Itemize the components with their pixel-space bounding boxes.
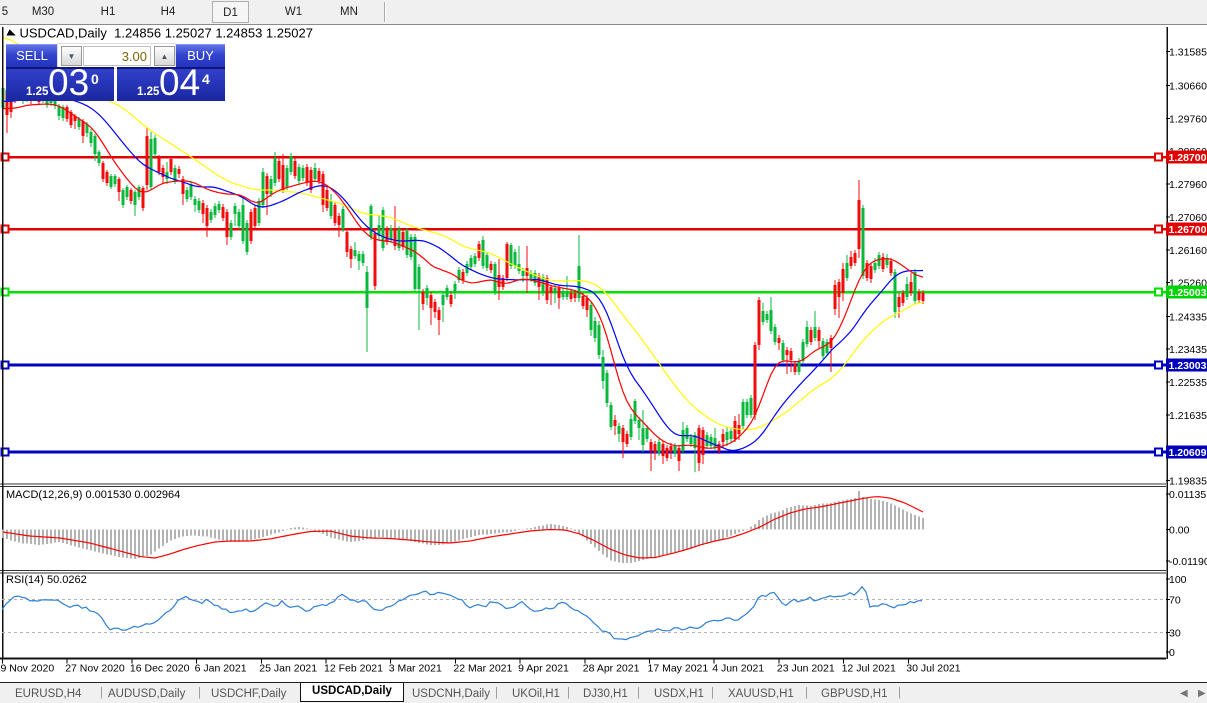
svg-text:17 May 2021: 17 May 2021 (648, 663, 709, 675)
svg-text:28 Apr 2021: 28 Apr 2021 (583, 663, 640, 675)
svg-text:MACD(12,26,9) 0.001530 0.00296: MACD(12,26,9) 0.001530 0.002964 (6, 489, 180, 501)
svg-text:70: 70 (1169, 595, 1181, 607)
svg-text:6 Jan 2021: 6 Jan 2021 (195, 663, 247, 675)
svg-text:12 Jul 2021: 12 Jul 2021 (842, 663, 896, 675)
svg-text:1.30660: 1.30660 (1169, 81, 1207, 93)
svg-text:1.22535: 1.22535 (1169, 377, 1207, 389)
svg-text:1.31585: 1.31585 (1169, 47, 1207, 59)
svg-text:1.19835: 1.19835 (1169, 476, 1207, 488)
svg-text:27 Nov 2020: 27 Nov 2020 (65, 663, 125, 675)
svg-text:30 Jul 2021: 30 Jul 2021 (906, 663, 960, 675)
svg-text:9 Nov 2020: 9 Nov 2020 (1, 663, 55, 675)
svg-text:22 Mar 2021: 22 Mar 2021 (453, 663, 512, 675)
svg-text:1.21635: 1.21635 (1169, 410, 1207, 422)
svg-text:1.24335: 1.24335 (1169, 311, 1207, 323)
svg-text:30: 30 (1169, 628, 1181, 640)
svg-text:16 Dec 2020: 16 Dec 2020 (130, 663, 190, 675)
svg-text:3 Mar 2021: 3 Mar 2021 (389, 663, 442, 675)
svg-text:1.26700: 1.26700 (1169, 224, 1207, 236)
svg-text:0: 0 (1169, 647, 1175, 659)
svg-text:RSI(14) 50.0262: RSI(14) 50.0262 (6, 574, 87, 586)
svg-text:25 Jan 2021: 25 Jan 2021 (259, 663, 317, 675)
svg-text:1.23003: 1.23003 (1169, 360, 1207, 372)
svg-text:0.00: 0.00 (1169, 525, 1190, 537)
svg-text:1.25003: 1.25003 (1169, 287, 1207, 299)
svg-text:1.26160: 1.26160 (1169, 245, 1207, 257)
svg-text:1.28700: 1.28700 (1169, 152, 1207, 164)
svg-text:23 Jun 2021: 23 Jun 2021 (777, 663, 835, 675)
svg-text:100: 100 (1169, 574, 1187, 586)
svg-text:1.27060: 1.27060 (1169, 212, 1207, 224)
svg-text:1.23435: 1.23435 (1169, 344, 1207, 356)
svg-text:1.27960: 1.27960 (1169, 179, 1207, 191)
svg-text:0.01135: 0.01135 (1169, 489, 1206, 501)
svg-text:4 Jun 2021: 4 Jun 2021 (712, 663, 764, 675)
svg-text:-0.01190: -0.01190 (1169, 556, 1207, 568)
svg-text:9 Apr 2021: 9 Apr 2021 (518, 663, 569, 675)
svg-text:1.20609: 1.20609 (1169, 447, 1207, 459)
svg-text:1.29760: 1.29760 (1169, 113, 1207, 125)
svg-text:USDCAD,Daily 1.24856 1.25027: USDCAD,Daily 1.24856 1.25027 1.24853 1.2… (20, 26, 313, 41)
svg-text:12 Feb 2021: 12 Feb 2021 (324, 663, 383, 675)
